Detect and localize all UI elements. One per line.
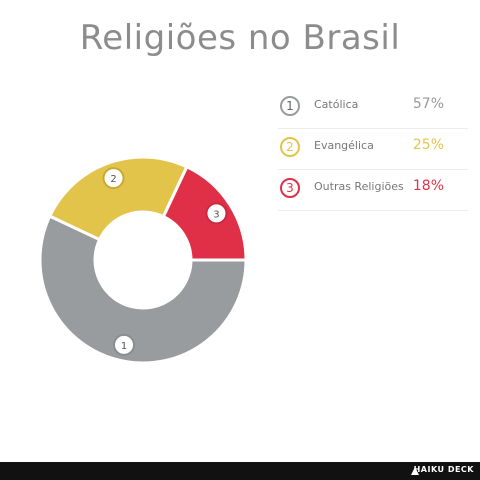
legend-value-outras: 18% [412, 178, 444, 194]
slice-marker-3: 3 [205, 202, 228, 225]
slice-marker-label-2: 2 [110, 174, 116, 185]
slice-marker-label-1: 1 [121, 341, 127, 352]
footer-bar: HAIKU DECK [0, 462, 480, 480]
legend-number-2: 2 [280, 137, 300, 157]
slice-outras [161, 164, 248, 262]
slice-evangelica [47, 155, 189, 242]
footer-brand: HAIKU DECK [413, 465, 474, 474]
legend-label-catolica: Católica [314, 98, 359, 111]
legend-number-1: 1 [280, 96, 300, 116]
legend-row-evangelica: 2 Evangélica 25% [278, 129, 468, 170]
legend-label-evangelica: Evangélica [314, 139, 374, 152]
haiku-deck-logo-icon [411, 467, 419, 475]
legend-number-3: 3 [280, 178, 300, 198]
legend-row-outras: 3 Outras Religiões 18% [278, 170, 468, 211]
legend-row-catolica: 1 Católica 57% [278, 88, 468, 129]
slice-marker-1: 1 [113, 333, 136, 356]
legend-value-catolica: 57% [412, 96, 444, 112]
chart-title: Religiões no Brasil [79, 18, 401, 58]
slice-catolica [38, 214, 248, 365]
legend-label-outras: Outras Religiões [314, 180, 404, 193]
slice-marker-label-3: 3 [213, 209, 219, 220]
slice-marker-2: 2 [102, 167, 125, 190]
legend-value-evangelica: 25% [412, 137, 444, 153]
legend: 1 Católica 57% 2 Evangélica 25% 3 Outras… [278, 88, 468, 211]
